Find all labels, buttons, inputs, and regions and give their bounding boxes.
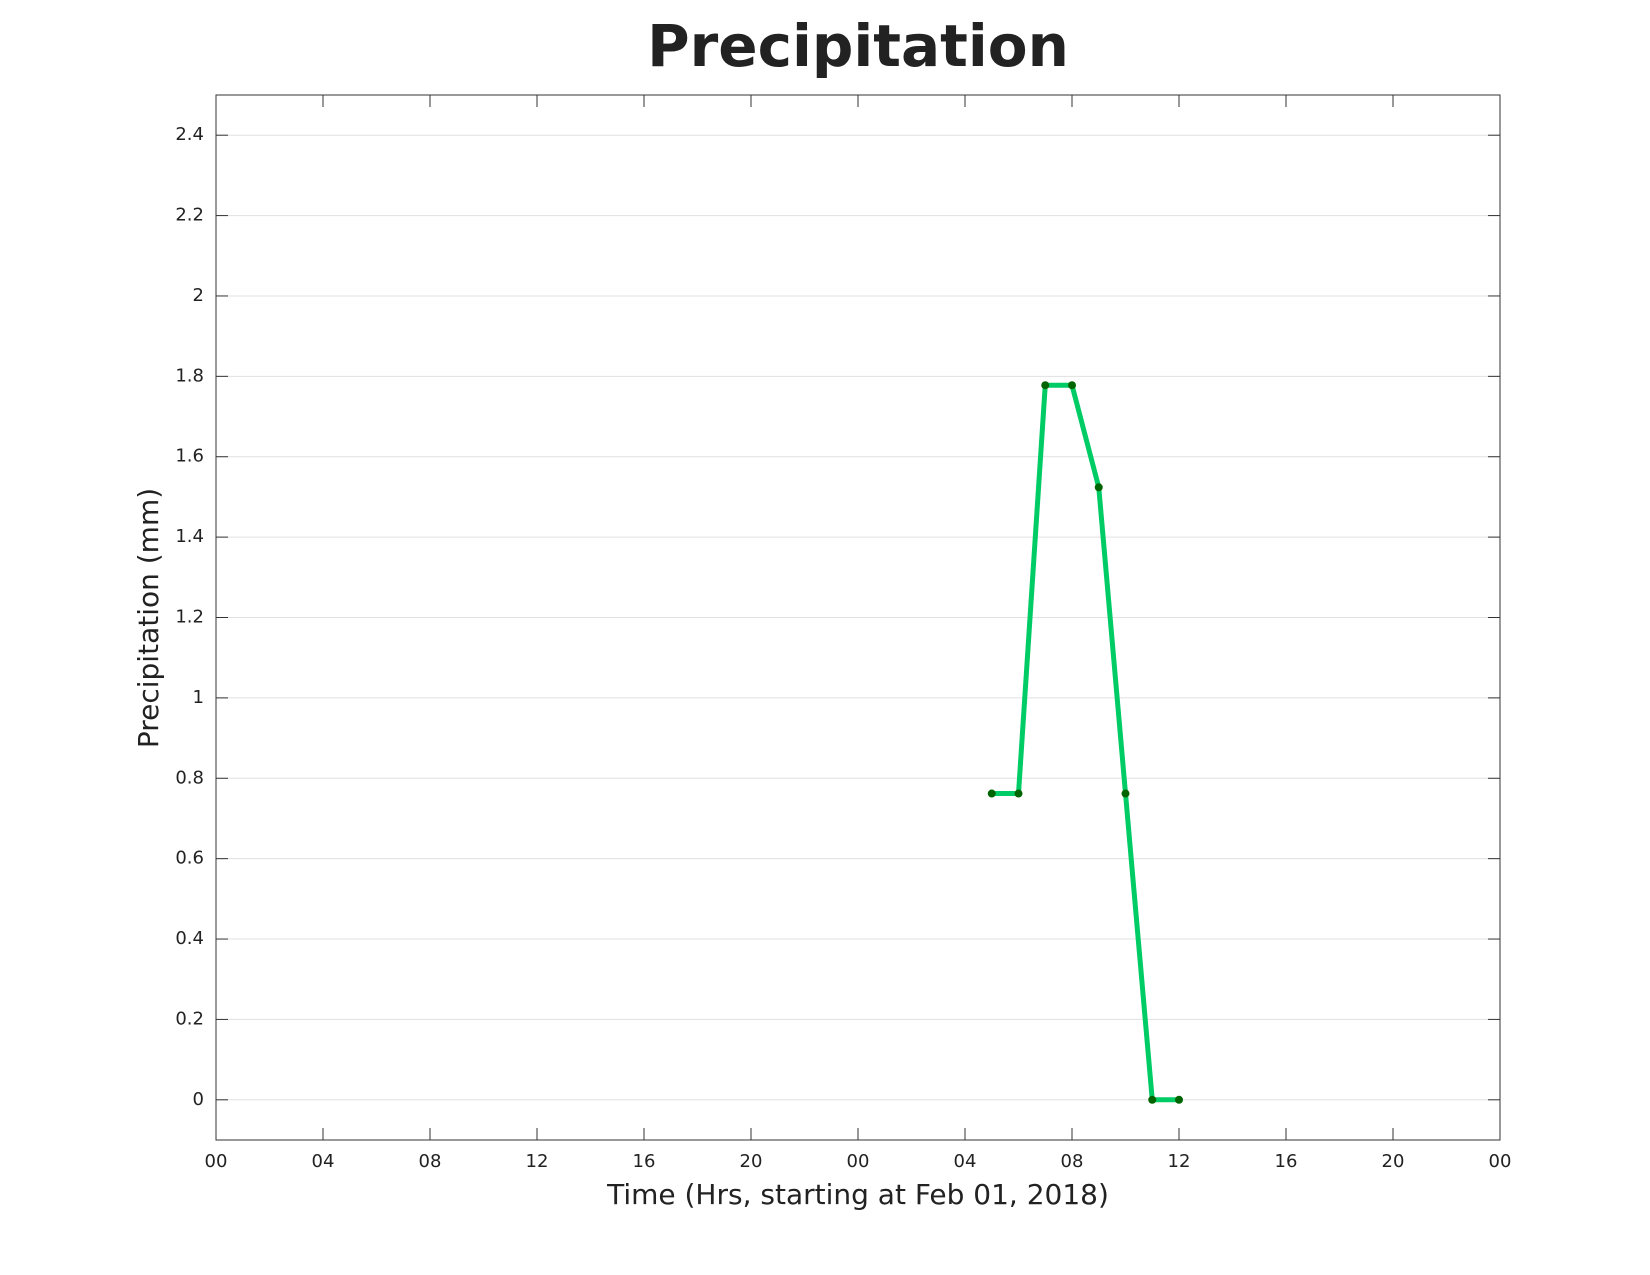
point — [1041, 381, 1050, 390]
x-tick-label: 04 — [312, 1151, 335, 1172]
line — [991, 382, 1179, 1103]
x-tick-label: 08 — [419, 1151, 442, 1172]
chart-title: Precipitation — [647, 12, 1069, 80]
point — [1014, 789, 1023, 798]
point — [1175, 1095, 1183, 1104]
x-tick-label: 20 — [1382, 1151, 1405, 1172]
x-tick-label: 00 — [847, 1151, 870, 1172]
y-axis-label: Precipitation (mm) — [132, 488, 165, 748]
x-axis-label: Time (Hrs, starting at Feb 01, 2018) — [606, 1178, 1109, 1211]
point — [1094, 483, 1103, 492]
x-tick-label: 00 — [205, 1151, 228, 1172]
x-tick-label: 16 — [633, 1151, 656, 1172]
y-tick-label: 1.4 — [175, 526, 204, 547]
y-tick-label: 2.4 — [175, 124, 204, 145]
point — [987, 789, 996, 798]
y-tick-label: 0.8 — [175, 767, 204, 788]
point — [1148, 1095, 1157, 1104]
x-tick-label: 12 — [1168, 1151, 1191, 1172]
plot-frame — [215, 94, 1501, 1141]
y-tick-label: 0.2 — [175, 1008, 204, 1029]
y-tick-label: 1.6 — [175, 446, 204, 467]
x-tick-label: 08 — [1061, 1151, 1084, 1172]
y-tick-label: 1.8 — [175, 365, 204, 386]
x-tick-label: 20 — [740, 1151, 763, 1172]
y-tick-label: 1.2 — [175, 607, 204, 628]
y-tick-label: 0.6 — [175, 848, 204, 869]
point — [1068, 381, 1076, 390]
point — [1121, 789, 1130, 798]
x-tick-label: 12 — [526, 1151, 549, 1172]
y-tick-label: 2.2 — [175, 205, 204, 226]
x-tick-label: 04 — [954, 1151, 977, 1172]
y-tick-label: 0.4 — [175, 928, 204, 949]
x-tick-label: 16 — [1275, 1151, 1298, 1172]
y-tick-label: 0 — [193, 1089, 204, 1110]
y-tick-label: 2 — [193, 285, 204, 306]
y-tick-label: 1 — [193, 687, 204, 708]
x-tick-label: 00 — [1489, 1151, 1512, 1172]
